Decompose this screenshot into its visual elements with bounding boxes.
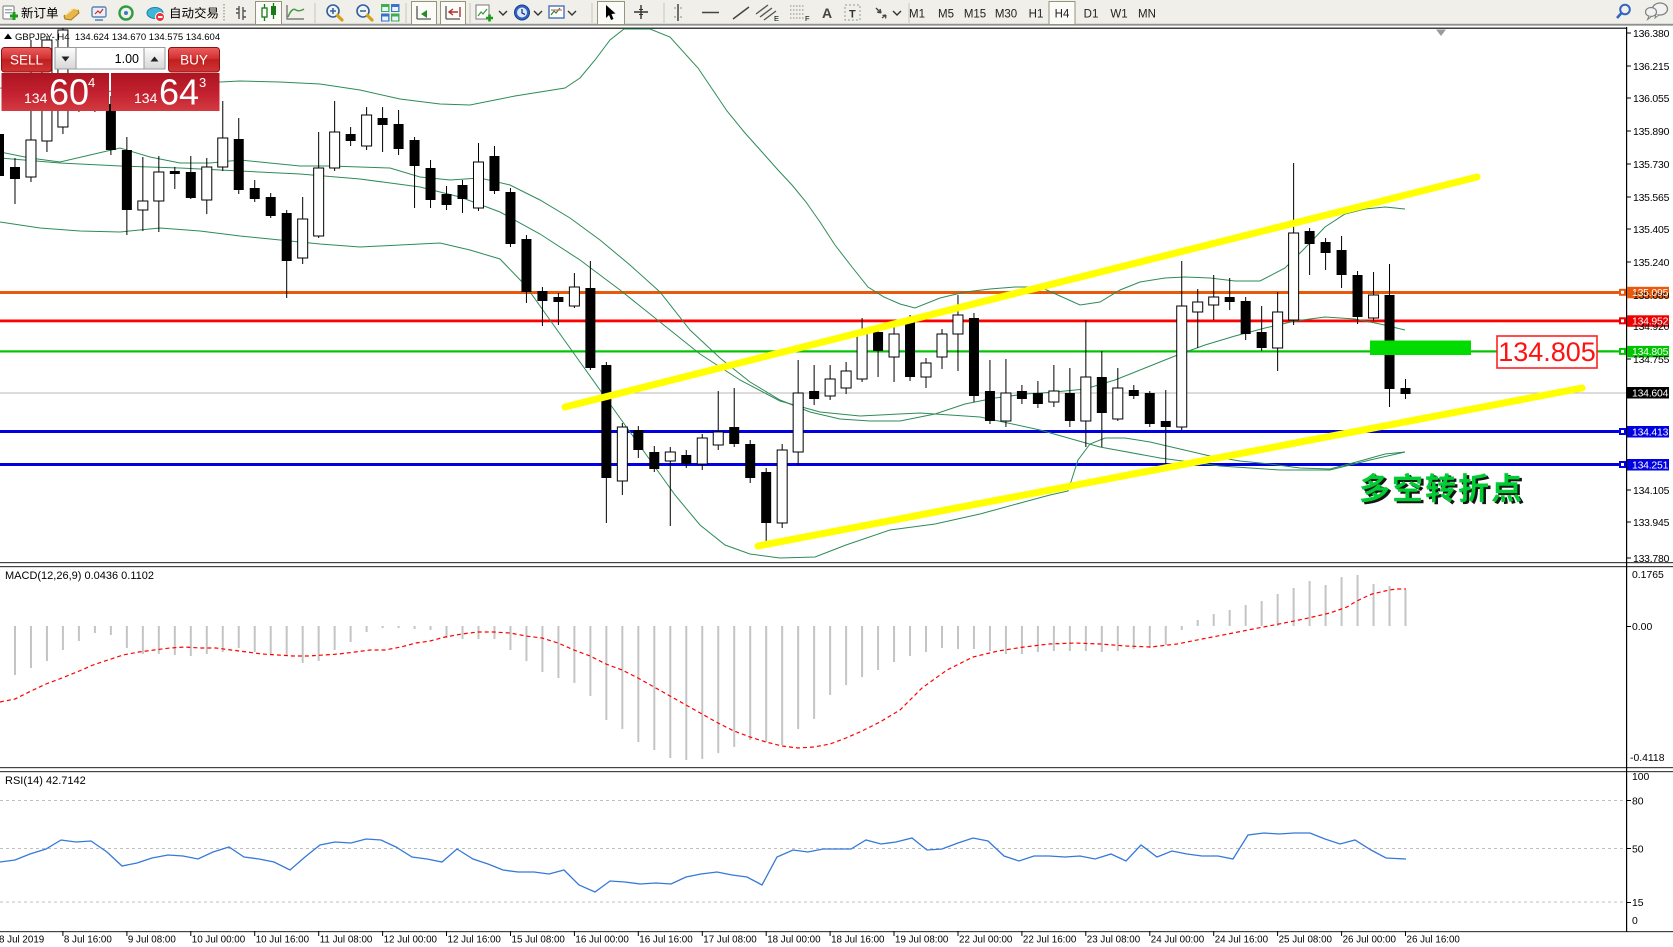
- svg-text:134.251: 134.251: [1632, 460, 1669, 471]
- svg-text:8 Jul 2019: 8 Jul 2019: [0, 935, 44, 946]
- svg-text:M1: M1: [909, 9, 925, 21]
- svg-text:16 Jul 16:00: 16 Jul 16:00: [639, 935, 693, 946]
- svg-text:19 Jul 08:00: 19 Jul 08:00: [895, 935, 949, 946]
- svg-text:18 Jul 00:00: 18 Jul 00:00: [767, 935, 821, 946]
- svg-text:136.215: 136.215: [1633, 62, 1670, 73]
- svg-text:25 Jul 08:00: 25 Jul 08:00: [1279, 935, 1333, 946]
- svg-text:100: 100: [1632, 772, 1650, 783]
- svg-text:134.105: 134.105: [1633, 486, 1670, 497]
- svg-text:4: 4: [88, 75, 95, 90]
- svg-text:T: T: [849, 9, 856, 21]
- svg-text:134: 134: [24, 90, 48, 106]
- svg-text:A: A: [822, 5, 832, 21]
- svg-text:134.805: 134.805: [1632, 347, 1669, 358]
- svg-text:M30: M30: [995, 9, 1017, 21]
- svg-text:1.00: 1.00: [115, 52, 139, 66]
- svg-text:8 Jul 16:00: 8 Jul 16:00: [64, 935, 112, 946]
- svg-text:15: 15: [1632, 898, 1644, 909]
- svg-text:134.604: 134.604: [1632, 388, 1669, 399]
- svg-text:12 Jul 16:00: 12 Jul 16:00: [448, 935, 502, 946]
- svg-text:64: 64: [159, 72, 199, 113]
- svg-text:135.095: 135.095: [1632, 288, 1669, 299]
- svg-text:F: F: [805, 14, 810, 23]
- svg-text:M15: M15: [964, 9, 986, 21]
- svg-text:134.413: 134.413: [1632, 427, 1669, 438]
- svg-text:0.1765: 0.1765: [1632, 570, 1664, 581]
- svg-text:136.380: 136.380: [1633, 29, 1670, 40]
- svg-text:135.565: 135.565: [1633, 193, 1670, 204]
- svg-text:M5: M5: [938, 9, 954, 21]
- svg-text:133.780: 133.780: [1633, 554, 1670, 565]
- svg-text:136.055: 136.055: [1633, 94, 1670, 105]
- svg-text:134: 134: [134, 90, 158, 106]
- svg-text:H4: H4: [1055, 9, 1070, 21]
- svg-text:9 Jul 08:00: 9 Jul 08:00: [128, 935, 176, 946]
- svg-text:135.890: 135.890: [1633, 127, 1670, 138]
- svg-text:BUY: BUY: [180, 53, 208, 68]
- svg-text:133.945: 133.945: [1633, 518, 1670, 529]
- svg-text:10 Jul 00:00: 10 Jul 00:00: [192, 935, 246, 946]
- svg-text:134.920: 134.920: [1633, 322, 1670, 333]
- svg-text:W1: W1: [1110, 9, 1127, 21]
- svg-text:135.730: 135.730: [1633, 160, 1670, 171]
- svg-text:0.00: 0.00: [1632, 622, 1652, 633]
- svg-text:D1: D1: [1084, 9, 1099, 21]
- svg-text:MACD(12,26,9) 0.0436 0.1102: MACD(12,26,9) 0.0436 0.1102: [5, 570, 154, 582]
- svg-text:24 Jul 00:00: 24 Jul 00:00: [1151, 935, 1205, 946]
- svg-text:15 Jul 08:00: 15 Jul 08:00: [512, 935, 566, 946]
- svg-text:16 Jul 00:00: 16 Jul 00:00: [575, 935, 629, 946]
- svg-text:GBPJPY-,H4 134.624 134.670 13: GBPJPY-,H4 134.624 134.670 134.575 134.6…: [15, 32, 220, 43]
- svg-text:135.080: 135.080: [1633, 291, 1670, 302]
- svg-text:134.805: 134.805: [1498, 337, 1596, 367]
- svg-text:60: 60: [49, 72, 89, 113]
- svg-text:80: 80: [1632, 797, 1644, 808]
- svg-text:134.952: 134.952: [1632, 317, 1669, 328]
- svg-text:10 Jul 16:00: 10 Jul 16:00: [256, 935, 310, 946]
- svg-text:0: 0: [1632, 916, 1638, 927]
- svg-text:24 Jul 16:00: 24 Jul 16:00: [1215, 935, 1269, 946]
- svg-text:135.405: 135.405: [1633, 225, 1670, 236]
- svg-text:-0.4118: -0.4118: [1630, 753, 1665, 764]
- svg-text:134.755: 134.755: [1633, 355, 1670, 366]
- svg-text:23 Jul 08:00: 23 Jul 08:00: [1087, 935, 1141, 946]
- svg-text:26 Jul 16:00: 26 Jul 16:00: [1407, 935, 1461, 946]
- svg-text:RSI(14) 42.7142: RSI(14) 42.7142: [5, 775, 86, 787]
- svg-text:12 Jul 00:00: 12 Jul 00:00: [384, 935, 438, 946]
- svg-text:3: 3: [199, 75, 206, 90]
- svg-text:22 Jul 00:00: 22 Jul 00:00: [959, 935, 1013, 946]
- svg-text:18 Jul 16:00: 18 Jul 16:00: [831, 935, 885, 946]
- svg-text:17 Jul 08:00: 17 Jul 08:00: [703, 935, 757, 946]
- svg-text:22 Jul 16:00: 22 Jul 16:00: [1023, 935, 1077, 946]
- svg-text:E: E: [774, 14, 779, 23]
- svg-text:26 Jul 00:00: 26 Jul 00:00: [1343, 935, 1397, 946]
- svg-text:H1: H1: [1029, 9, 1044, 21]
- svg-text:135.240: 135.240: [1633, 258, 1670, 269]
- svg-text:SELL: SELL: [10, 53, 44, 68]
- svg-text:MN: MN: [1138, 9, 1156, 21]
- svg-text:11 Jul 08:00: 11 Jul 08:00: [320, 935, 373, 946]
- svg-text:50: 50: [1632, 845, 1644, 856]
